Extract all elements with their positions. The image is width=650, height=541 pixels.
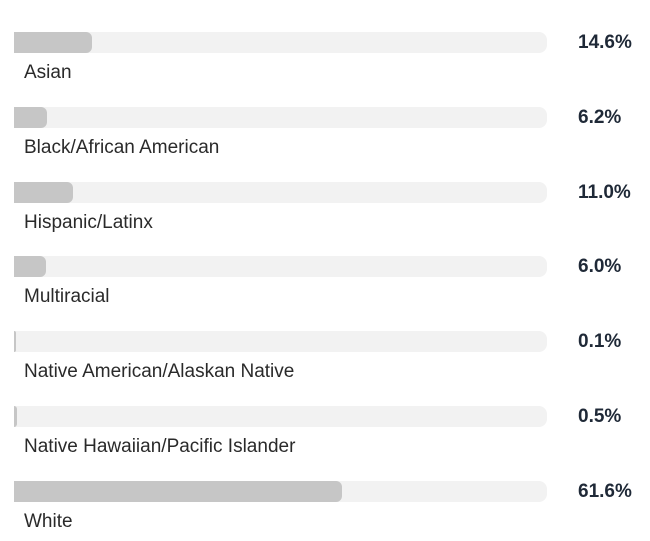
bar-fill [14,106,48,128]
bar-fill [14,181,73,203]
bar-track [14,406,547,427]
bar-fill [14,331,16,353]
bar-value-label: 0.1% [578,331,622,353]
bar-row: 6.0% Multiracial [0,256,650,316]
bar-category-label: Multiracial [24,286,110,308]
bar-category-label: Asian [24,62,72,83]
bar-value-label: 14.6% [578,32,632,53]
bar-row: 0.5% Native Hawaiian/Pacific Islander [0,406,650,466]
bar-track [14,106,547,128]
bar-fill [14,480,343,502]
bar-row: 11.0% Hispanic/Latinx [0,181,650,242]
bar-value-label: 6.2% [578,106,622,128]
bar-fill [14,406,17,427]
bar-row: 61.6% White [0,480,650,541]
bar-category-label: Native American/Alaskan Native [24,361,295,383]
bar-category-label: Hispanic/Latinx [24,211,153,233]
bar-track [14,181,547,203]
bar-row: 6.2% Black/African American [0,106,650,167]
bar-value-label: 11.0% [578,181,631,203]
bar-track [14,331,547,353]
bar-category-label: White [24,510,73,532]
bar-category-label: Black/African American [24,136,220,158]
bar-track [14,256,547,278]
bar-track [14,480,547,502]
bar-value-label: 61.6% [578,480,632,502]
bar-category-label: Native Hawaiian/Pacific Islander [24,436,296,457]
bar-row: 0.1% Native American/Alaskan Native [0,331,650,391]
bar-fill [14,256,46,278]
bar-value-label: 0.5% [578,406,622,427]
bar-value-label: 6.0% [578,256,622,278]
bar-fill [14,32,92,53]
bar-track [14,32,547,53]
bar-row: 14.6% Asian [0,32,650,92]
